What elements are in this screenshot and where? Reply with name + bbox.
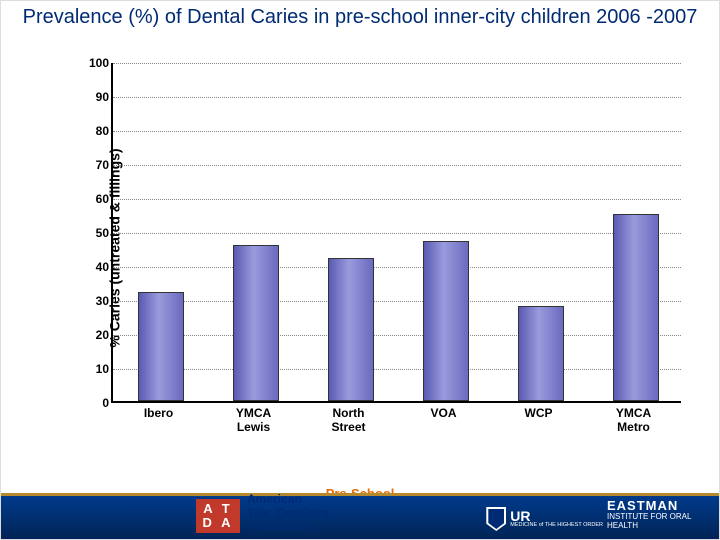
grid-line [113, 199, 681, 200]
atda-line1: A T [203, 502, 232, 516]
ur-logo: UR MEDICINE of THE HIGHEST ORDER [486, 507, 603, 531]
grid-line [113, 267, 681, 268]
x-tick-label: YMCALewis [206, 407, 301, 435]
ur-text: UR MEDICINE of THE HIGHEST ORDER [510, 509, 603, 529]
eastman-logo: EASTMAN INSTITUTE FOR ORAL HEALTH [607, 499, 711, 531]
eastman-big: EASTMAN [607, 499, 711, 513]
chart-title: Prevalence (%) of Dental Caries in pre-s… [1, 5, 719, 30]
bar [138, 292, 184, 401]
grid-line [113, 97, 681, 98]
grid-line [113, 233, 681, 234]
bar [518, 306, 564, 401]
atda-text: American Tele. Dentistry Association [247, 493, 329, 533]
slide: Prevalence (%) of Dental Caries in pre-s… [0, 0, 720, 540]
atda-line2: D A [203, 516, 234, 530]
y-tick-label: 30 [85, 294, 109, 308]
bar [233, 245, 279, 401]
x-tick-label: NorthStreet [301, 407, 396, 435]
x-tick-label: WCP [491, 407, 586, 421]
grid-line [113, 301, 681, 302]
grid-line [113, 335, 681, 336]
y-tick-label: 0 [85, 396, 109, 410]
y-tick-label: 90 [85, 90, 109, 104]
y-tick-label: 50 [85, 226, 109, 240]
bar [328, 258, 374, 401]
chart-area: % Caries (untreated & fillings) 01020304… [41, 63, 681, 433]
x-tick-label: YMCAMetro [586, 407, 681, 435]
y-tick-label: 100 [85, 56, 109, 70]
grid-line [113, 131, 681, 132]
y-tick-label: 40 [85, 260, 109, 274]
y-tick-label: 10 [85, 362, 109, 376]
y-tick-label: 20 [85, 328, 109, 342]
atda-text-2: Tele. Dentistry [247, 507, 329, 520]
atda-text-3: Association [247, 520, 329, 533]
ur-tagline: MEDICINE of THE HIGHEST ORDER [510, 523, 603, 529]
grid-line [113, 369, 681, 370]
x-tick-label: Ibero [111, 407, 206, 421]
shield-icon [486, 507, 506, 531]
x-tick-label: VOA [396, 407, 491, 421]
atda-logo: A T D A [196, 499, 240, 533]
grid-line [113, 165, 681, 166]
y-tick-label: 70 [85, 158, 109, 172]
plot [111, 63, 681, 403]
bar [423, 241, 469, 401]
eastman-sub: INSTITUTE FOR ORAL HEALTH [607, 513, 711, 531]
bar [613, 214, 659, 401]
ur-brand: UR [510, 509, 603, 524]
y-tick-label: 60 [85, 192, 109, 206]
y-tick-label: 80 [85, 124, 109, 138]
atda-text-1: American [247, 493, 329, 506]
grid-line [113, 63, 681, 64]
